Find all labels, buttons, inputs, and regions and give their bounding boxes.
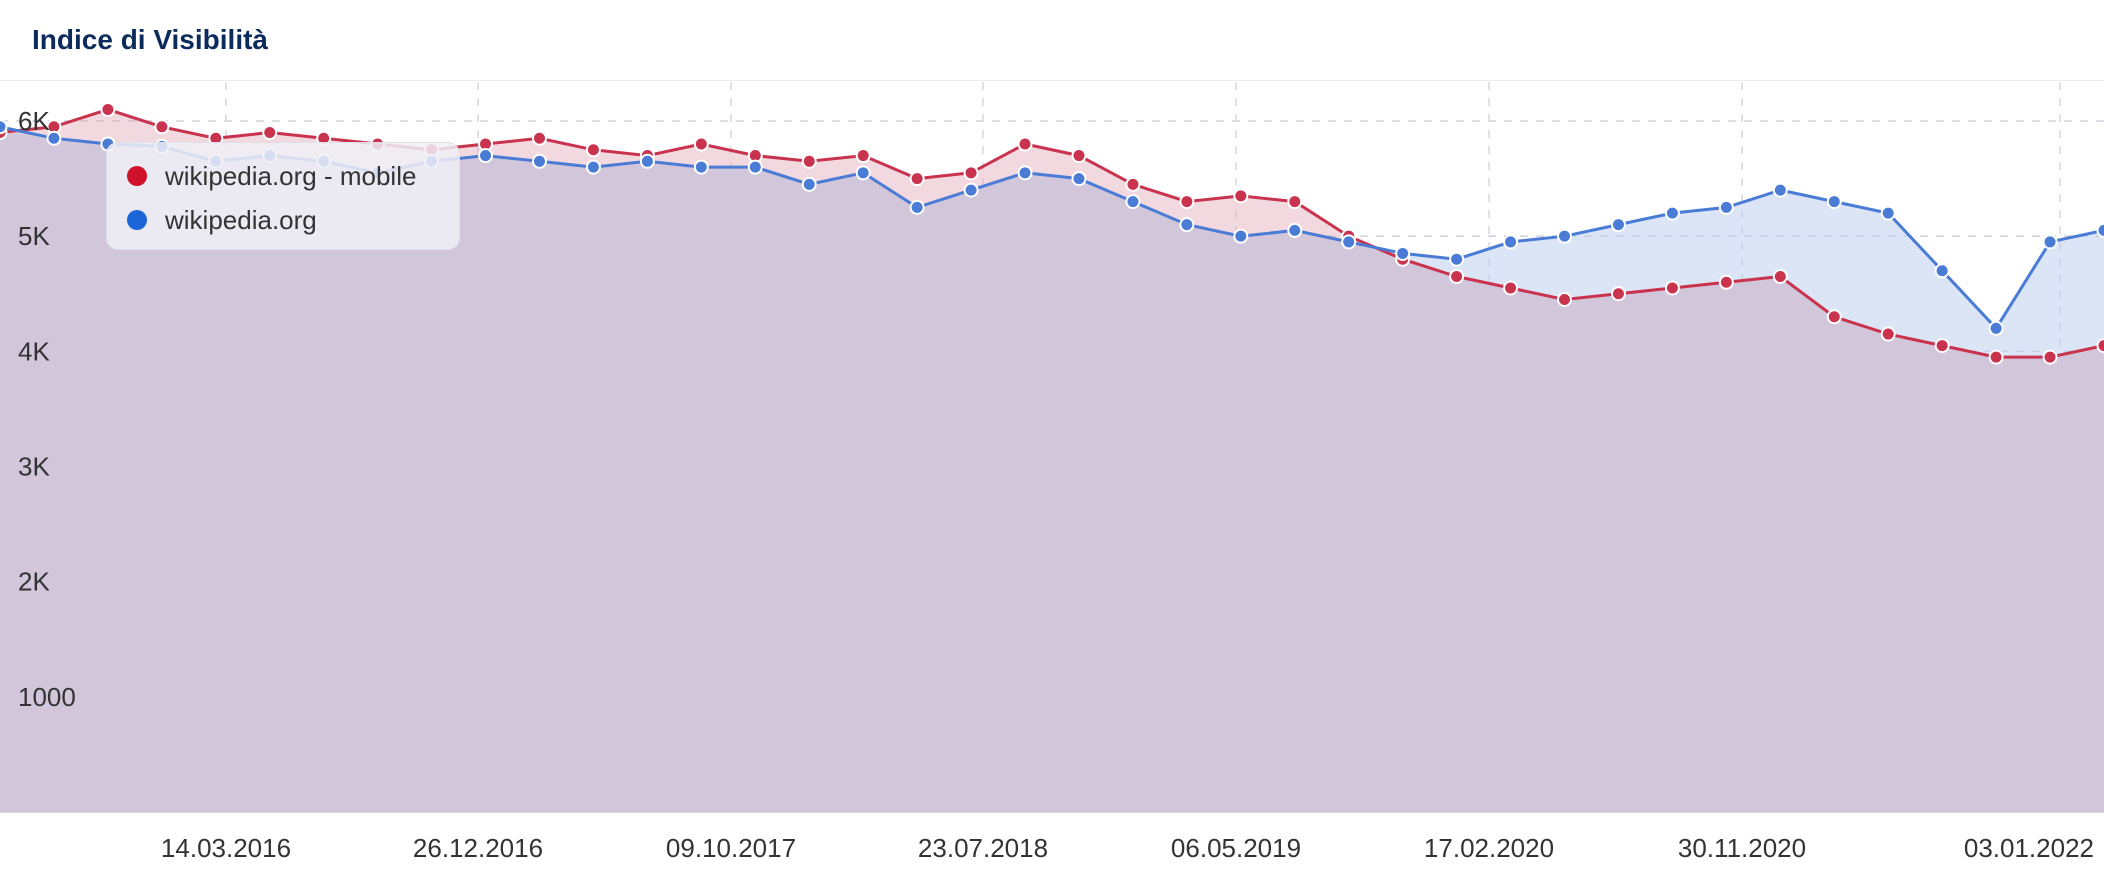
data-point-mobile — [1449, 268, 1465, 284]
data-point-desktop — [1125, 194, 1141, 210]
data-point-desktop — [639, 153, 655, 169]
data-point-desktop — [1826, 194, 1842, 210]
x-tick-label: 09.10.2017 — [666, 833, 796, 863]
data-point-mobile — [1718, 274, 1734, 290]
data-point-desktop — [0, 119, 8, 135]
data-point-mobile — [1934, 338, 1950, 354]
data-point-desktop — [1503, 234, 1519, 250]
data-point-desktop — [1395, 245, 1411, 261]
data-point-mobile — [963, 165, 979, 181]
data-point-mobile — [1179, 194, 1195, 210]
data-point-desktop — [855, 165, 871, 181]
data-point-desktop — [1988, 320, 2004, 336]
data-point-mobile — [1880, 326, 1896, 342]
data-point-desktop — [1287, 222, 1303, 238]
data-point-mobile — [1664, 280, 1680, 296]
data-point-desktop — [531, 153, 547, 169]
data-point-desktop — [693, 159, 709, 175]
legend-dot-icon — [127, 166, 147, 187]
x-tick-label: 03.01.2022 — [1964, 833, 2094, 863]
data-point-desktop — [1772, 182, 1788, 198]
x-tick-label: 17.02.2020 — [1424, 833, 1554, 863]
card-header: Indice di Visibilità — [0, 0, 2104, 81]
data-point-mobile — [262, 125, 278, 141]
data-point-desktop — [1179, 217, 1195, 233]
x-tick-label: 26.12.2016 — [413, 833, 543, 863]
data-point-mobile — [693, 136, 709, 152]
data-point-desktop — [963, 182, 979, 198]
data-point-desktop — [1610, 217, 1626, 233]
data-point-desktop — [1233, 228, 1249, 244]
data-point-desktop — [1341, 234, 1357, 250]
data-point-desktop — [1664, 205, 1680, 221]
y-tick-label: 6K — [18, 106, 50, 136]
data-point-mobile — [1125, 176, 1141, 192]
chart-title: Indice di Visibilità — [32, 24, 268, 55]
data-point-desktop — [46, 130, 62, 146]
data-point-mobile — [2042, 349, 2058, 365]
data-point-desktop — [909, 199, 925, 215]
series-line-mobile — [0, 107, 2104, 359]
series-area-overlap — [0, 132, 2104, 812]
data-point-mobile — [1071, 148, 1087, 164]
legend-label: wikipedia.org - mobile — [165, 161, 417, 191]
data-point-mobile — [1826, 309, 1842, 325]
y-tick-label: 2K — [18, 567, 50, 597]
data-point-desktop — [1557, 228, 1573, 244]
y-tick-label: 3K — [18, 452, 50, 482]
data-point-desktop — [747, 159, 763, 175]
data-point-desktop — [1017, 165, 1033, 181]
data-point-mobile — [1557, 292, 1573, 308]
data-point-mobile — [909, 171, 925, 187]
x-tick-label: 14.03.2016 — [161, 833, 291, 863]
x-tick-label: 06.05.2019 — [1171, 833, 1301, 863]
data-point-mobile — [1503, 280, 1519, 296]
chart-legend: wikipedia.org - mobile wikipedia.org — [106, 142, 460, 250]
x-tick-label: 23.07.2018 — [918, 833, 1048, 863]
legend-dot-icon — [127, 210, 147, 231]
data-point-mobile — [1233, 188, 1249, 204]
data-point-desktop — [1934, 263, 1950, 279]
data-point-mobile — [154, 119, 170, 135]
data-point-mobile — [531, 130, 547, 146]
data-point-desktop — [801, 176, 817, 192]
data-point-desktop — [1071, 171, 1087, 187]
y-tick-label: 5K — [18, 221, 50, 251]
data-point-desktop — [478, 148, 494, 164]
data-point-mobile — [1772, 268, 1788, 284]
data-point-mobile — [2096, 338, 2104, 354]
data-point-mobile — [1988, 349, 2004, 365]
data-point-mobile — [585, 142, 601, 158]
legend-item-mobile[interactable]: wikipedia.org - mobile — [127, 161, 416, 192]
data-point-desktop — [1880, 205, 1896, 221]
y-tick-label: 1000 — [18, 682, 76, 712]
data-point-mobile — [100, 101, 116, 117]
data-point-desktop — [1449, 251, 1465, 267]
data-point-mobile — [1017, 136, 1033, 152]
data-point-desktop — [2042, 234, 2058, 250]
legend-item-desktop[interactable]: wikipedia.org — [127, 205, 317, 236]
x-tick-label: 30.11.2020 — [1678, 833, 1806, 863]
data-point-mobile — [855, 148, 871, 164]
data-point-mobile — [1610, 286, 1626, 302]
legend-label: wikipedia.org — [165, 205, 317, 235]
data-point-mobile — [1287, 194, 1303, 210]
data-point-desktop — [1718, 199, 1734, 215]
data-point-desktop — [2096, 222, 2104, 238]
data-point-mobile — [801, 153, 817, 169]
data-point-desktop — [585, 159, 601, 175]
y-tick-label: 4K — [18, 336, 50, 366]
